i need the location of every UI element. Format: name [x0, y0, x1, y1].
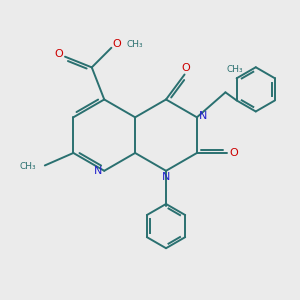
Text: N: N [94, 166, 102, 176]
Text: N: N [199, 111, 208, 121]
Text: CH₃: CH₃ [227, 65, 243, 74]
Text: O: O [54, 49, 63, 59]
Text: O: O [112, 39, 121, 49]
Text: CH₃: CH₃ [20, 162, 37, 171]
Text: N: N [162, 172, 170, 182]
Text: CH₃: CH₃ [126, 40, 143, 49]
Text: O: O [182, 63, 190, 73]
Text: O: O [230, 148, 238, 158]
